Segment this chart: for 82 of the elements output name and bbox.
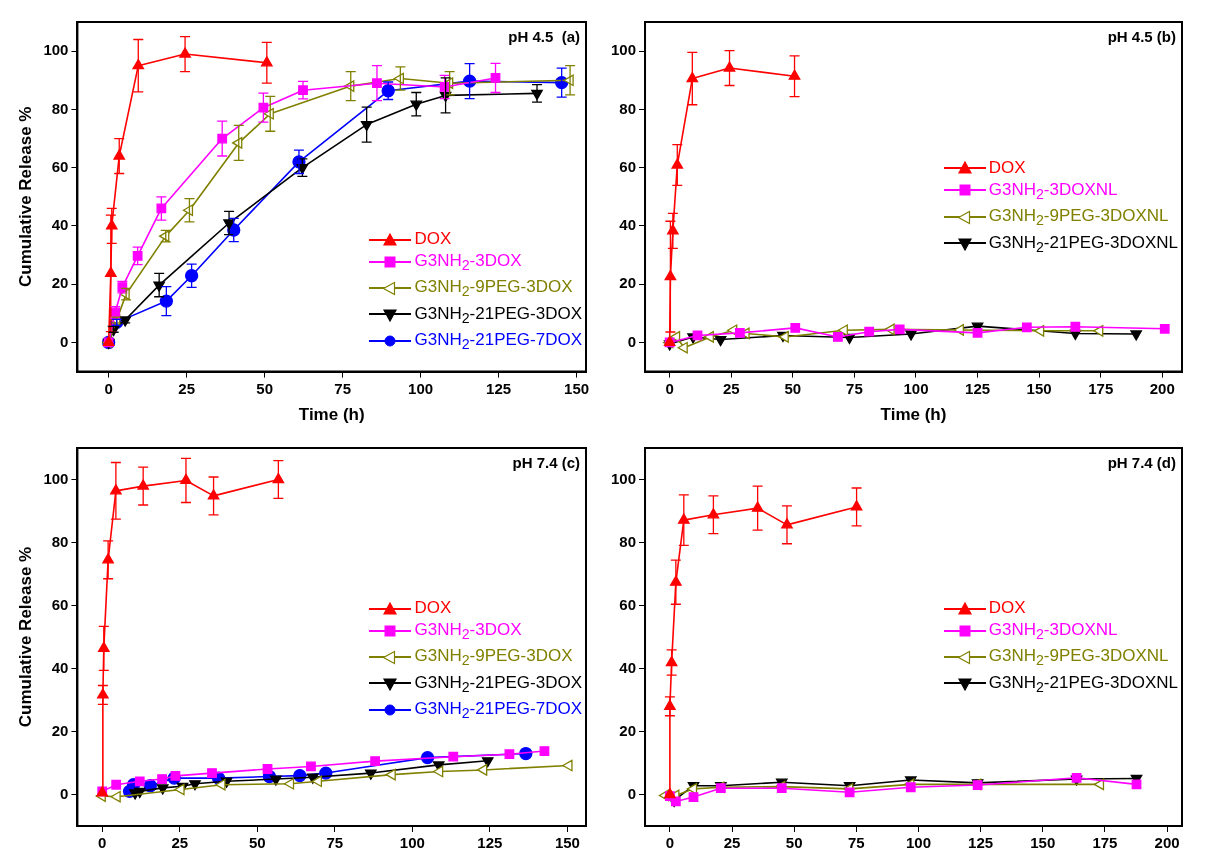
x-tick-label: 25 [722,379,740,397]
y-tick-label: 40 [51,216,69,234]
x-tick-label: 75 [847,834,865,852]
y-tick-label: 100 [43,469,69,487]
legend-label: G3NH$_{2}$-21PEG-7DOX [414,699,582,722]
x-tick-label: 50 [785,834,803,852]
x-tick-label: 0 [665,834,675,852]
y-tick-label: 0 [627,784,637,802]
legend-label: G3NH$_{2}$-9PEG-3DOXNL [988,206,1169,229]
y-tick-label: 20 [619,721,637,739]
x-tick-label: 125 [965,379,991,397]
x-tick-label: 75 [846,379,863,397]
y-tick-label: 40 [619,658,637,676]
x-tick-label: 0 [98,834,107,852]
x-tick-label: 0 [665,379,674,397]
y-tick-label: 20 [51,274,69,292]
legend-label: G3NH$_{2}$-21PEG-3DOXNL [988,672,1178,696]
x-tick-label: 125 [477,834,503,852]
y-tick-label: 100 [611,469,637,487]
chart-title: pH 7.4 (d) [1107,453,1176,471]
x-tick-label: 150 [1030,834,1056,852]
legend-label: DOX [988,157,1026,177]
y-tick-label: 60 [51,157,69,175]
y-tick-label: 80 [619,99,637,117]
x-axis-title: Time (h) [298,405,365,425]
y-tick-label: 80 [619,532,637,550]
x-tick-label: 25 [723,834,741,852]
legend-label: G3NH$_{2}$-3DOX [414,251,522,274]
x-tick-label: 175 [1092,834,1118,852]
legend-label: G3NH$_{2}$-3DOX [414,620,522,643]
legend-label: G3NH$_{2}$-21PEG-7DOX [414,330,582,353]
x-axis-title: Time (h) [880,405,947,425]
chart-title: pH 7.4 (c) [512,453,580,471]
legend-label: G3NH$_{2}$-3DOXNL [988,620,1118,643]
y-tick-label: 60 [619,157,637,175]
legend-label: DOX [988,598,1026,617]
x-tick-label: 100 [903,379,929,397]
legend-label: G3NH$_{2}$-9PEG-3DOX [414,646,573,669]
legend-label: G3NH$_{2}$-3DOXNL [988,179,1118,203]
y-tick-label: 0 [60,784,69,802]
chart-title: pH 4.5 (b) [1107,27,1176,45]
y-tick-label: 60 [619,595,637,613]
x-tick-label: 50 [784,379,802,397]
x-tick-label: 200 [1154,834,1180,852]
y-tick-label: 40 [51,658,69,676]
y-tick-label: 20 [51,721,69,739]
y-axis-title: Cumulative Release % [15,546,35,728]
x-tick-label: 150 [554,834,580,852]
x-tick-label: 50 [248,834,266,852]
legend-label: G3NH$_{2}$-21PEG-3DOX [414,672,582,696]
x-tick-label: 100 [905,834,931,852]
x-tick-label: 100 [408,379,434,397]
chart-title: pH 4.5 (a) [508,27,580,45]
legend-label: DOX [414,229,452,249]
legend-label: G3NH$_{2}$-9PEG-3DOXNL [988,646,1169,669]
y-tick-label: 40 [619,216,637,234]
x-tick-label: 75 [334,379,351,397]
x-tick-label: 125 [486,379,512,397]
x-tick-label: 0 [104,379,113,397]
y-axis-title: Cumulative Release % [15,106,35,288]
x-tick-label: 75 [326,834,344,852]
legend-label: DOX [414,598,452,617]
y-tick-label: 80 [51,532,69,550]
x-tick-label: 175 [1088,379,1114,397]
legend-label: G3NH$_{2}$-9PEG-3DOX [414,277,573,300]
legend-label: G3NH$_{2}$-21PEG-3DOX [414,303,582,327]
x-tick-label: 25 [178,379,195,397]
y-tick-label: 100 [43,41,69,59]
legend-label: G3NH$_{2}$-21PEG-3DOXNL [988,232,1178,255]
y-tick-label: 60 [51,595,69,613]
x-tick-label: 150 [564,379,590,397]
x-tick-label: 25 [171,834,189,852]
y-tick-label: 100 [611,41,637,59]
x-tick-label: 200 [1149,379,1175,397]
y-tick-label: 80 [51,99,69,117]
y-tick-label: 20 [619,274,637,292]
x-tick-label: 50 [256,379,273,397]
x-tick-label: 100 [399,834,425,852]
x-tick-label: 125 [968,834,994,852]
x-tick-label: 150 [1026,379,1052,397]
y-tick-label: 0 [60,332,69,350]
y-tick-label: 0 [627,332,637,350]
